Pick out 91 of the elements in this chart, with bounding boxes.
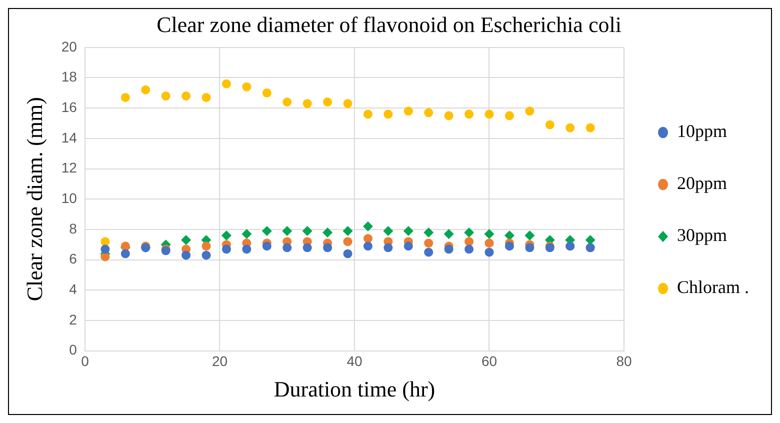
x-tick-label: 0 <box>81 353 90 370</box>
point <box>484 248 494 257</box>
y-tick-label: 18 <box>61 68 78 85</box>
chart-title: Clear zone diameter of flavonoid on Escherichia coli <box>156 12 622 37</box>
point <box>424 227 434 238</box>
point <box>464 237 474 246</box>
x-tick-label: 80 <box>616 353 632 370</box>
point <box>302 226 312 236</box>
x-axis-title: Duration time (hr) <box>274 376 436 402</box>
point <box>262 226 272 236</box>
point <box>504 242 514 251</box>
point <box>343 99 352 108</box>
point <box>404 106 413 116</box>
point <box>282 98 292 107</box>
y-tick-label: 4 <box>69 280 78 297</box>
legend-label: 30ppm <box>677 225 728 246</box>
point <box>524 230 535 241</box>
point <box>362 221 373 232</box>
point <box>242 82 252 92</box>
point <box>120 249 130 258</box>
point <box>525 106 534 116</box>
point <box>282 226 292 236</box>
point <box>444 111 454 120</box>
point <box>141 85 150 94</box>
point <box>182 91 191 100</box>
point <box>586 123 595 132</box>
point <box>363 110 372 119</box>
point <box>424 108 434 118</box>
y-tick-label: 12 <box>61 160 78 176</box>
point <box>444 228 454 239</box>
point <box>343 249 352 258</box>
point <box>342 226 353 236</box>
y-tick-label: 20 <box>61 38 78 54</box>
legend-label: 20ppm <box>677 173 728 194</box>
y-tick-label: 2 <box>69 311 78 328</box>
point <box>323 243 332 252</box>
point <box>100 244 110 254</box>
point <box>464 110 474 119</box>
y-tick-label: 10 <box>61 190 78 206</box>
point <box>242 228 252 239</box>
point <box>282 243 292 252</box>
point <box>363 234 372 244</box>
point <box>384 110 393 119</box>
point <box>181 235 192 246</box>
point <box>484 238 494 248</box>
point <box>566 123 575 132</box>
point <box>222 244 231 254</box>
y-tick-label: 0 <box>69 342 78 358</box>
point <box>302 243 312 252</box>
legend-label: Chloram . <box>677 277 750 298</box>
point <box>464 244 474 254</box>
x-tick-label: 60 <box>481 353 498 370</box>
point <box>424 238 434 248</box>
point <box>525 243 534 252</box>
point <box>202 92 211 102</box>
legend-label: 10ppm <box>677 121 728 142</box>
y-axis-title: Clear zone diam. (mm) <box>22 97 47 302</box>
point <box>262 88 272 98</box>
point <box>242 244 252 254</box>
point <box>323 98 332 107</box>
point <box>161 91 170 100</box>
point <box>484 110 494 119</box>
point <box>484 228 494 239</box>
point <box>262 242 272 251</box>
point <box>202 250 211 260</box>
y-tick-label: 14 <box>61 129 78 146</box>
point <box>444 244 454 254</box>
point <box>120 92 130 102</box>
y-tick-label: 8 <box>69 220 78 236</box>
point <box>363 242 372 251</box>
point <box>504 111 514 120</box>
point <box>182 250 191 260</box>
y-tick-label: 16 <box>61 98 78 115</box>
point <box>221 230 232 241</box>
point <box>383 226 394 236</box>
point <box>222 79 231 88</box>
point <box>403 226 414 236</box>
point <box>100 252 110 262</box>
point <box>384 243 393 252</box>
point <box>464 227 474 238</box>
x-tick-label: 20 <box>212 353 228 370</box>
point <box>404 242 413 251</box>
point <box>202 242 211 251</box>
point <box>302 99 312 108</box>
point <box>100 237 110 246</box>
y-tick-label: 6 <box>69 250 78 267</box>
point <box>424 248 434 257</box>
point <box>322 227 333 238</box>
x-tick-label: 40 <box>346 353 362 370</box>
point <box>343 237 352 246</box>
point <box>545 120 554 130</box>
